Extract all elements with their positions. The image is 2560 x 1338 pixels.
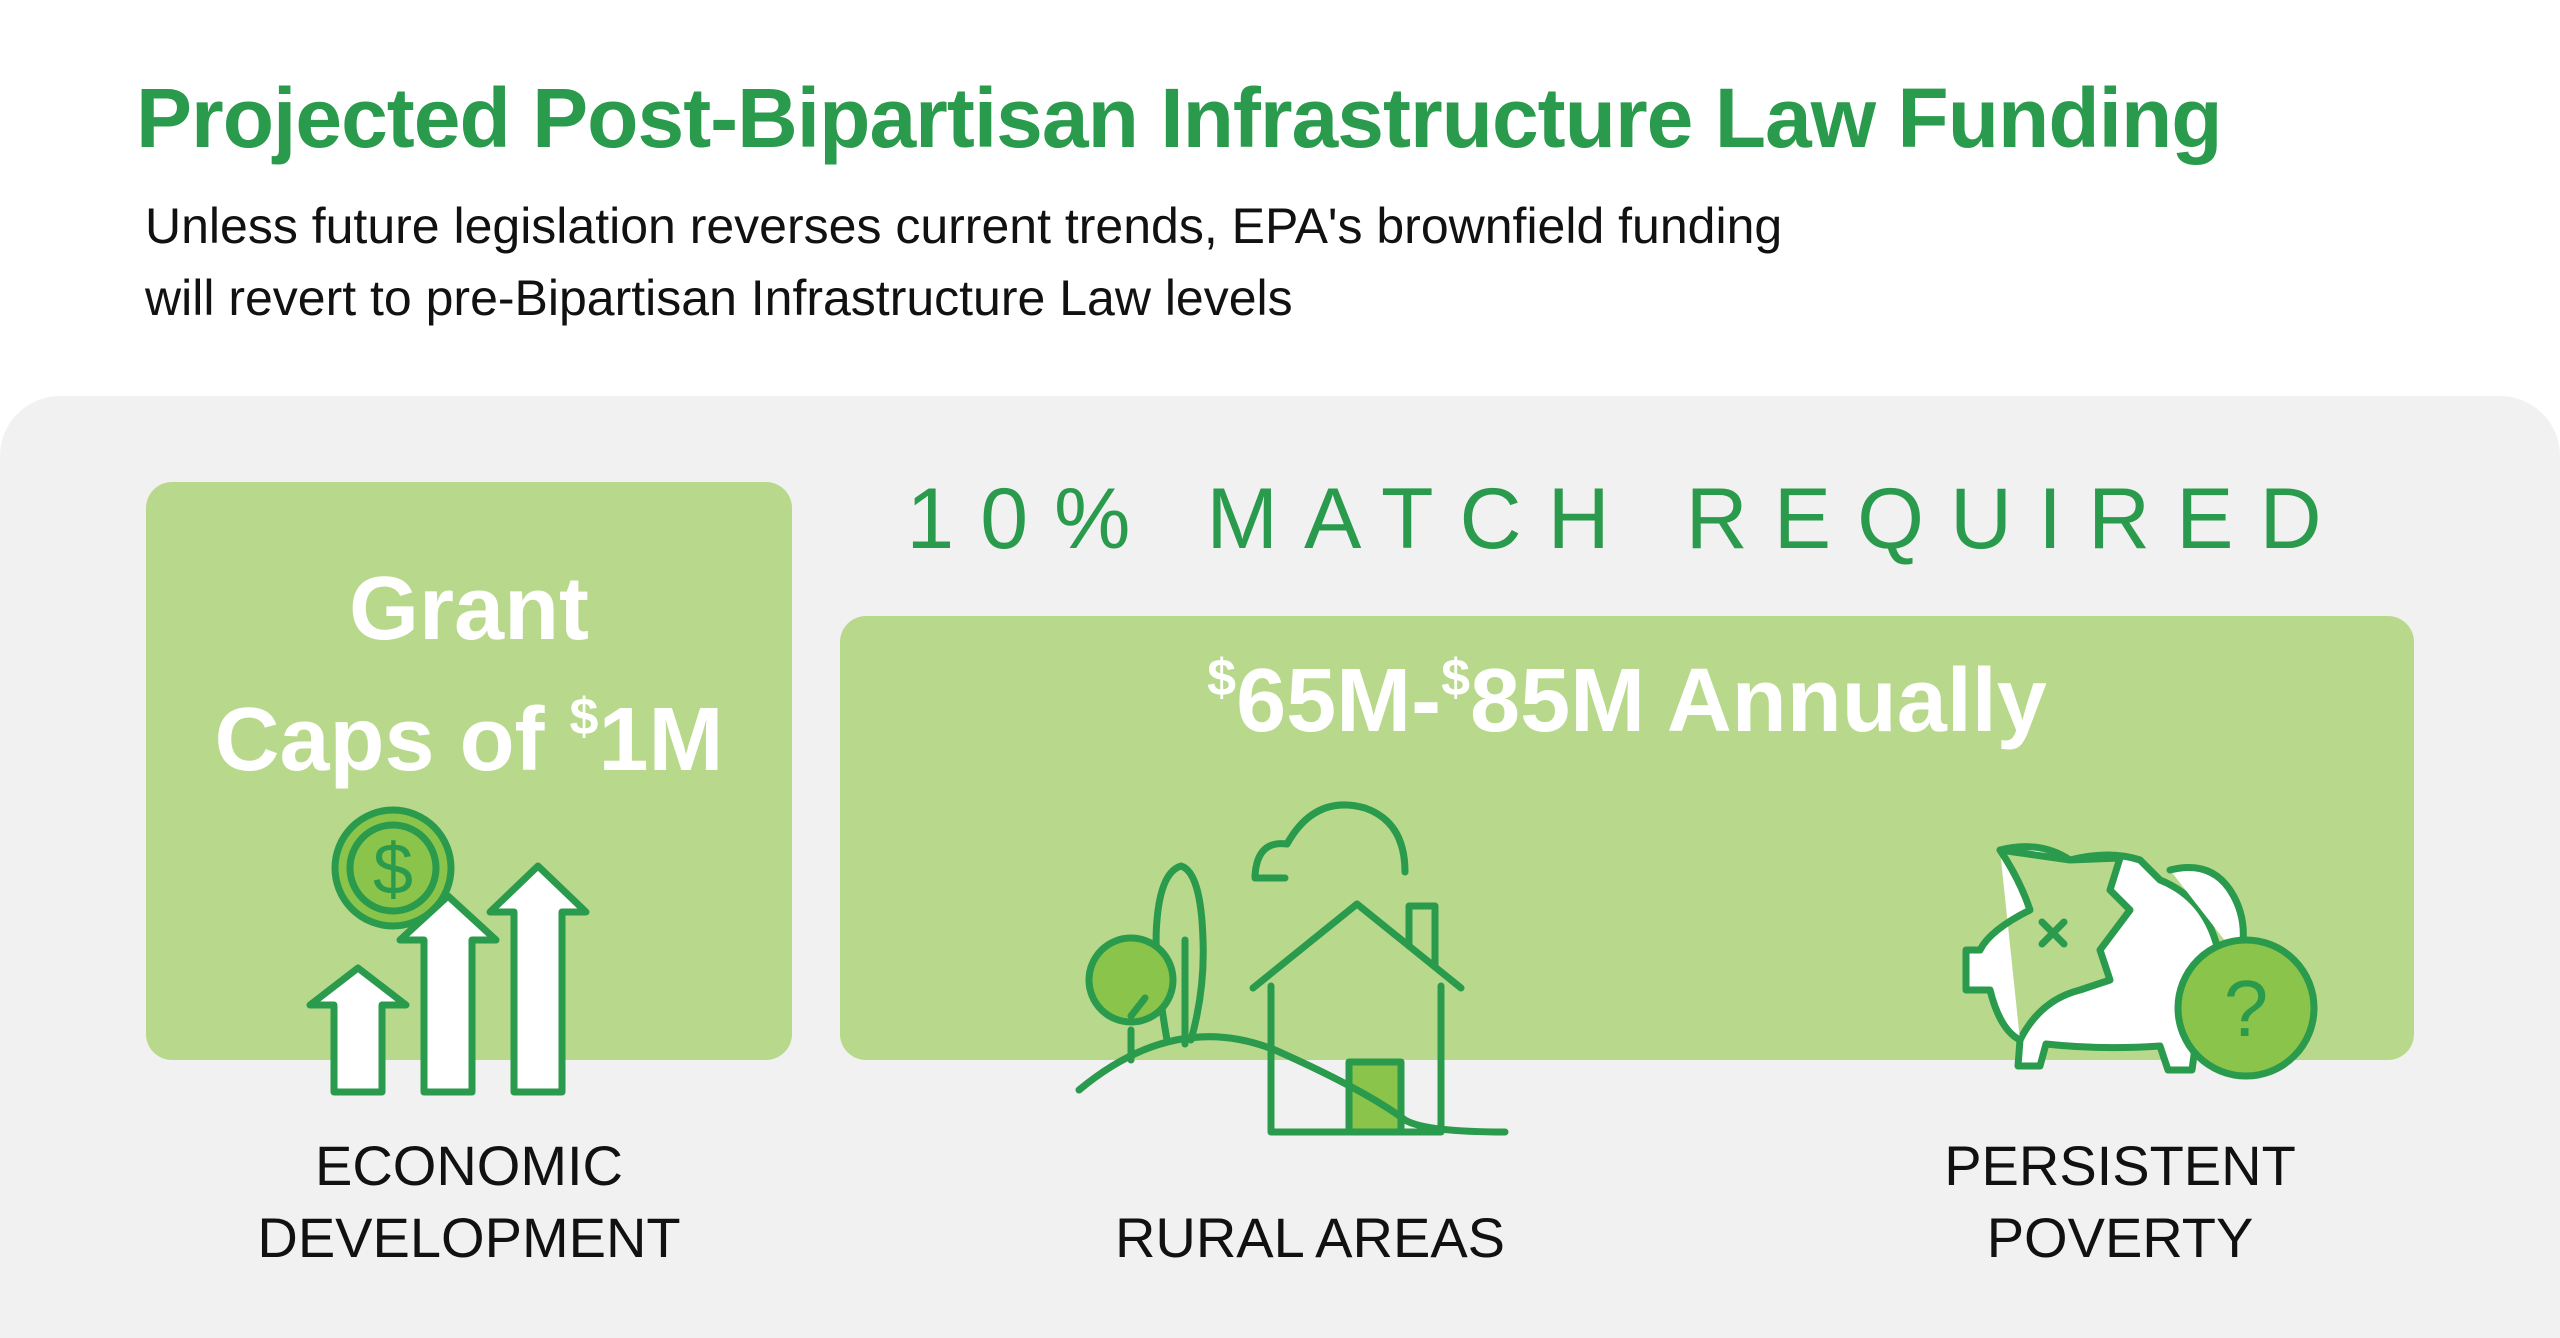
label-line-2: POVERTY [1986,1206,2254,1269]
page-subtitle: Unless future legislation reverses curre… [145,190,2245,334]
broken-piggy-bank-icon: ? [1962,843,2318,1080]
annual-funding-text: $65M-$85M Annually [840,648,2414,753]
currency-symbol-2: $ [1441,649,1471,707]
subtitle-line-2: will revert to pre-Bipartisan Infrastruc… [145,270,1293,326]
amount-1: 65M- [1236,651,1442,751]
subtitle-line-1: Unless future legislation reverses curre… [145,198,1783,254]
amount-2: 85M Annually [1470,651,2047,751]
rural-areas-label: RURAL AREAS [1000,1202,1620,1274]
currency-symbol-1: $ [1207,649,1237,707]
grant-line-1: Grant [348,559,590,659]
economic-development-label: ECONOMIC DEVELOPMENT [146,1130,792,1274]
page-title: Projected Post-Bipartisan Infrastructure… [136,71,2223,165]
label-line-1: PERSISTENT [1944,1134,2296,1197]
persistent-poverty-label: PERSISTENT POVERTY [1820,1130,2420,1274]
label-line-1: RURAL AREAS [1114,1206,1506,1269]
dollar-growth-arrows-icon: $ [306,806,590,1096]
grant-cap-text: Grant Caps of $1M [146,555,792,794]
rural-house-icon [1075,801,1509,1136]
match-required-heading: 10% MATCH REQUIRED [906,471,2348,567]
label-line-2: DEVELOPMENT [257,1206,681,1269]
svg-text:$: $ [373,830,413,910]
label-line-1: ECONOMIC [315,1134,623,1197]
grant-line-2: Caps of $1M [214,688,724,790]
currency-symbol: $ [569,688,599,746]
svg-text:?: ? [2224,964,2269,1053]
